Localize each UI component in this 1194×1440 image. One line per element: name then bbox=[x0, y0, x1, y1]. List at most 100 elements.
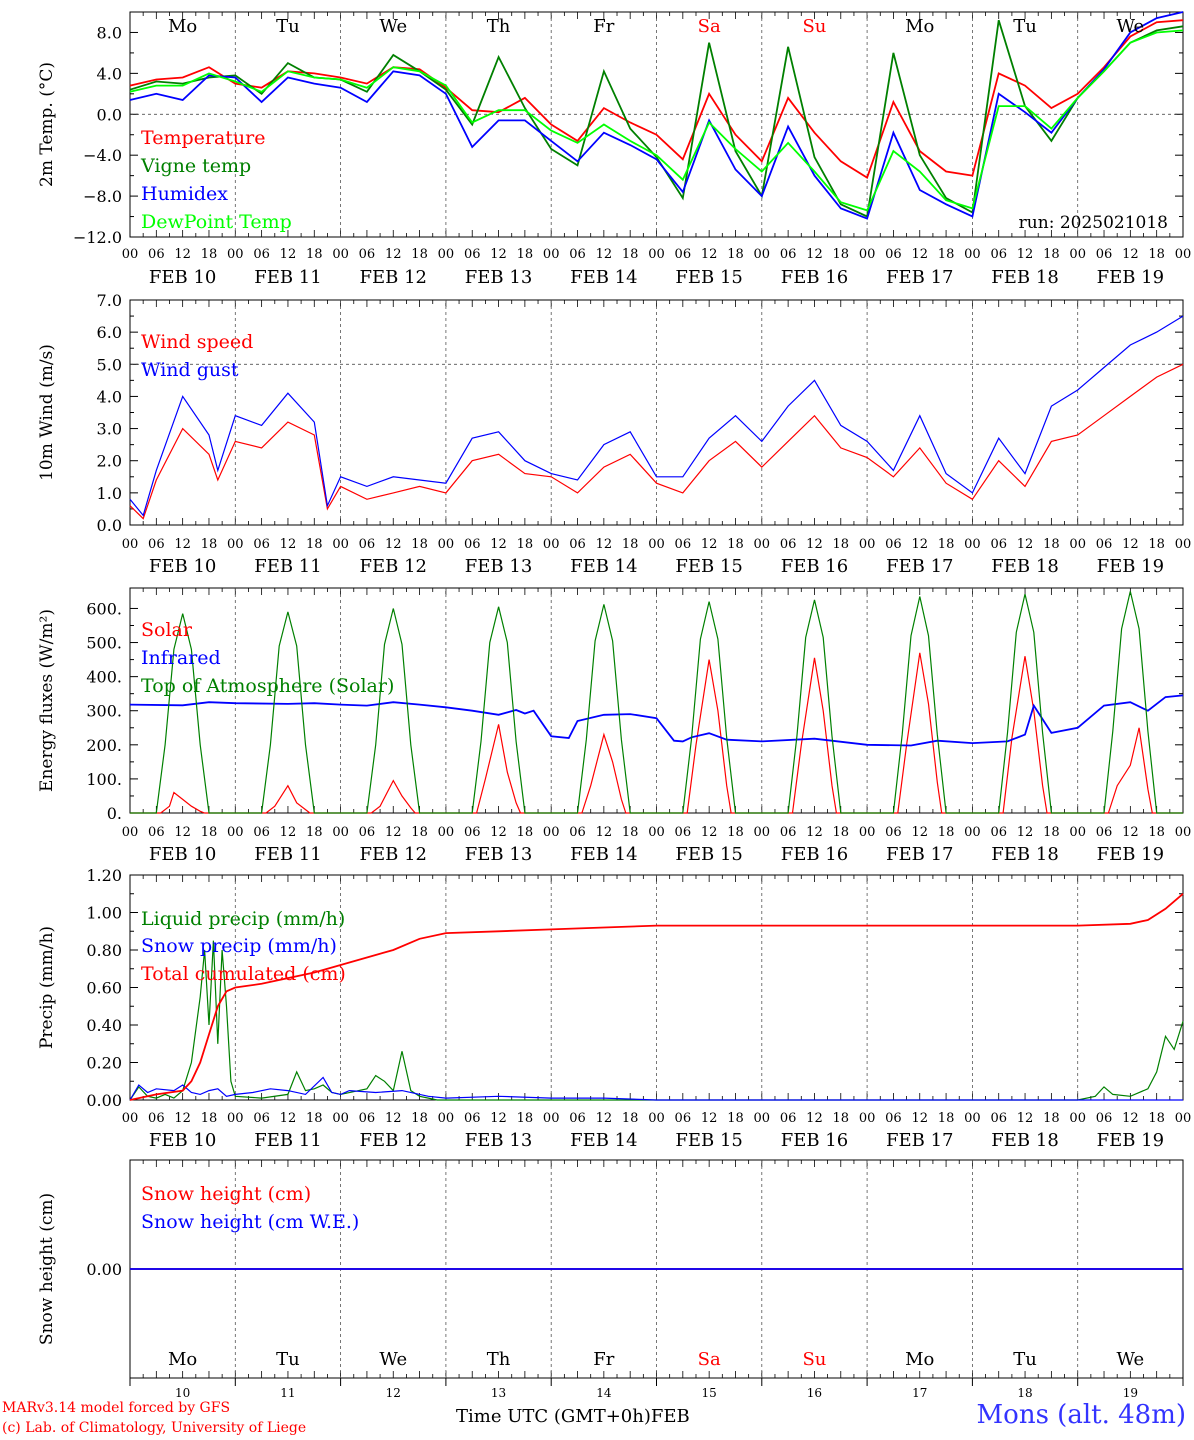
hour-tick-label: 12 bbox=[806, 825, 823, 840]
day-number-bottom: 15 bbox=[702, 1386, 717, 1400]
y-tick-label: 2.0 bbox=[97, 452, 122, 471]
hour-tick-label: 06 bbox=[359, 247, 376, 262]
date-label: FEB 11 bbox=[254, 844, 321, 865]
date-label: FEB 15 bbox=[675, 556, 742, 577]
hour-tick-label: 00 bbox=[543, 247, 560, 262]
day-name-top: Fr bbox=[593, 16, 614, 37]
y-tick-label: −12.0 bbox=[73, 228, 122, 247]
date-label: FEB 16 bbox=[781, 1130, 848, 1151]
hour-tick-label: 18 bbox=[1043, 825, 1060, 840]
hour-tick-label: 06 bbox=[885, 1111, 902, 1126]
hour-tick-label: 06 bbox=[148, 537, 165, 552]
hour-tick-label: 00 bbox=[859, 825, 876, 840]
hour-tick-label: 00 bbox=[543, 537, 560, 552]
y-axis-label: Snow height (cm) bbox=[37, 1193, 57, 1345]
plot-frame bbox=[129, 11, 1184, 238]
day-name-top: Tu bbox=[276, 16, 300, 37]
hour-tick-label: 00 bbox=[964, 247, 981, 262]
date-label: FEB 17 bbox=[886, 1130, 953, 1151]
hour-tick-label: 06 bbox=[359, 537, 376, 552]
hour-tick-label: 06 bbox=[253, 825, 270, 840]
date-label: FEB 19 bbox=[1097, 267, 1164, 288]
hour-tick-label: 12 bbox=[174, 825, 191, 840]
hour-tick-label: 00 bbox=[648, 825, 665, 840]
day-name-bottom: Sa bbox=[698, 1349, 721, 1370]
hour-tick-label: 12 bbox=[280, 825, 297, 840]
hour-tick-label: 00 bbox=[964, 537, 981, 552]
hour-tick-label: 18 bbox=[938, 537, 955, 552]
day-name-top: We bbox=[379, 16, 407, 37]
hour-tick-label: 00 bbox=[227, 825, 244, 840]
day-number-bottom: 12 bbox=[386, 1386, 401, 1400]
day-name-bottom: Th bbox=[487, 1349, 511, 1370]
panel-1: 8.0 4.0 0.0 −4.0 −8.0 −12.0 2m Temp. (°C) Tempe… bbox=[37, 11, 1191, 288]
y-tick-label: 4.0 bbox=[97, 387, 122, 406]
hour-tick-label: 18 bbox=[411, 1111, 428, 1126]
day-name-bottom: We bbox=[379, 1349, 407, 1370]
hour-tick-label: 00 bbox=[859, 537, 876, 552]
hour-tick-label: 12 bbox=[806, 537, 823, 552]
date-label: FEB 13 bbox=[465, 556, 532, 577]
hour-tick-label: 18 bbox=[201, 825, 218, 840]
date-label: FEB 11 bbox=[254, 1130, 321, 1151]
hour-tick-label: 12 bbox=[385, 537, 402, 552]
hour-tick-label: 00 bbox=[754, 247, 771, 262]
hour-tick-label: 06 bbox=[1096, 537, 1113, 552]
hour-tick-label: 12 bbox=[1122, 825, 1139, 840]
date-label: FEB 11 bbox=[254, 556, 321, 577]
day-number-bottom: 10 bbox=[175, 1386, 190, 1400]
y-tick-label: 0.80 bbox=[86, 941, 122, 960]
hour-tick-label: 18 bbox=[517, 1111, 534, 1126]
hour-tick-label: 18 bbox=[938, 247, 955, 262]
y-tick-label: 0.60 bbox=[86, 979, 122, 998]
day-name-bottom: Mo bbox=[168, 1349, 197, 1370]
day-name-top: We bbox=[1117, 16, 1145, 37]
legend-total-cumulated-cm-: Total cumulated (cm) bbox=[141, 963, 346, 985]
y-tick-label: 1.20 bbox=[86, 866, 122, 885]
hour-tick-label: 00 bbox=[227, 537, 244, 552]
hour-tick-label: 18 bbox=[201, 1111, 218, 1126]
day-name-top: Tu bbox=[1013, 16, 1037, 37]
hour-tick-label: 18 bbox=[517, 247, 534, 262]
legend-liquid-precip-mm-h-: Liquid precip (mm/h) bbox=[141, 908, 345, 930]
date-label: FEB 14 bbox=[570, 1130, 637, 1151]
legend-infrared: Infrared bbox=[141, 647, 221, 669]
day-name-top: Mo bbox=[905, 16, 934, 37]
hour-tick-label: 06 bbox=[569, 1111, 586, 1126]
hour-tick-label: 06 bbox=[359, 825, 376, 840]
hour-tick-label: 12 bbox=[1122, 537, 1139, 552]
day-name-top: Su bbox=[802, 16, 826, 37]
station-name: Mons (alt. 48m) bbox=[976, 1400, 1186, 1430]
date-label: FEB 15 bbox=[675, 267, 742, 288]
hour-tick-label: 12 bbox=[490, 1111, 507, 1126]
day-name-bottom: Fr bbox=[593, 1349, 614, 1370]
hour-tick-label: 00 bbox=[1175, 825, 1192, 840]
date-label: FEB 11 bbox=[254, 267, 321, 288]
x-axis-label: Time UTC (GMT+0h) bbox=[456, 1406, 651, 1427]
y-axis-label: 2m Temp. (°C) bbox=[37, 62, 57, 187]
hour-tick-label: 06 bbox=[464, 537, 481, 552]
hour-tick-label: 06 bbox=[780, 1111, 797, 1126]
hour-tick-label: 06 bbox=[253, 1111, 270, 1126]
hour-tick-label: 00 bbox=[438, 1111, 455, 1126]
hour-tick-label: 00 bbox=[1069, 825, 1086, 840]
panel-3: 600. 500. 400. 300. 200. 100. 0. Energy fluxes … bbox=[37, 587, 1192, 865]
hour-tick-label: 18 bbox=[1043, 1111, 1060, 1126]
y-tick-label: 100. bbox=[86, 770, 122, 789]
hour-tick-label: 12 bbox=[490, 537, 507, 552]
legend-solar: Solar bbox=[141, 619, 193, 641]
y-tick-label: 8.0 bbox=[97, 23, 122, 42]
hour-tick-label: 12 bbox=[174, 1111, 191, 1126]
hour-tick-label: 00 bbox=[964, 1111, 981, 1126]
hour-tick-label: 18 bbox=[201, 537, 218, 552]
hour-tick-label: 18 bbox=[833, 247, 850, 262]
y-tick-label: 7.0 bbox=[97, 291, 122, 310]
day-number-bottom: 13 bbox=[491, 1386, 506, 1400]
date-label: FEB 15 bbox=[675, 1130, 742, 1151]
hour-tick-label: 12 bbox=[911, 1111, 928, 1126]
hour-tick-label: 12 bbox=[1122, 247, 1139, 262]
hour-tick-label: 06 bbox=[569, 825, 586, 840]
hour-tick-label: 06 bbox=[780, 247, 797, 262]
hour-tick-label: 06 bbox=[464, 825, 481, 840]
hour-tick-label: 12 bbox=[911, 247, 928, 262]
